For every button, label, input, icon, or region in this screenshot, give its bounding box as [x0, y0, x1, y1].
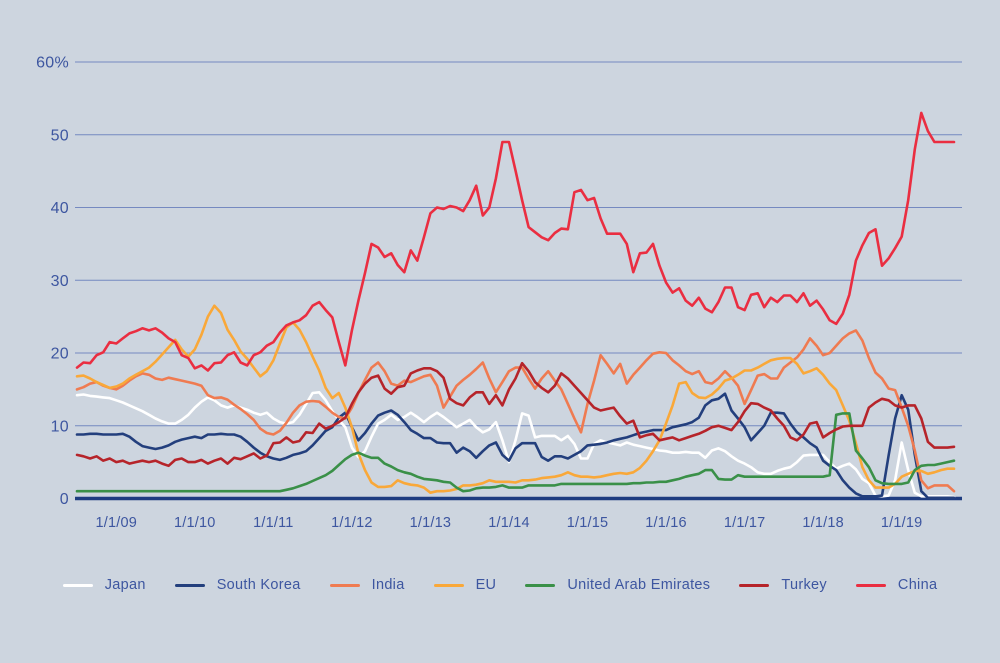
- x-tick-label: 1/1/15: [567, 515, 609, 531]
- legend-item-south-korea[interactable]: South Korea: [174, 577, 301, 593]
- y-tick-label: 40: [51, 200, 69, 217]
- legend-swatch-japan: [62, 583, 93, 587]
- x-tick-label: 1/1/10: [174, 515, 216, 531]
- legend-swatch-eu: [433, 583, 464, 587]
- x-tick-label: 1/1/11: [253, 515, 293, 531]
- x-tick-label: 1/1/13: [410, 515, 452, 531]
- y-tick-label: 10: [51, 418, 69, 435]
- legend-swatch-united-arab-emirates: [525, 583, 556, 587]
- y-tick-label: 60%: [36, 55, 69, 72]
- legend-label: United Arab Emirates: [567, 577, 711, 593]
- legend-item-eu[interactable]: EU: [433, 577, 497, 593]
- legend-item-india[interactable]: India: [329, 577, 405, 593]
- series-line-eu: [75, 304, 956, 495]
- chart-legend: Japan South Korea India EU United Arab Emira…: [0, 577, 1000, 593]
- x-tick-label: 1/1/16: [645, 515, 687, 531]
- legend-label: South Korea: [216, 577, 301, 593]
- y-tick-label: 0: [60, 491, 69, 508]
- y-tick-label: 30: [51, 273, 69, 290]
- series-line-china: [75, 111, 956, 372]
- legend-item-china[interactable]: China: [855, 577, 938, 593]
- legend-item-united-arab-emirates[interactable]: United Arab Emirates: [525, 577, 710, 593]
- x-tick-label: 1/1/19: [881, 515, 923, 531]
- legend-item-turkey[interactable]: Turkey: [739, 577, 827, 593]
- x-tick-label: 1/1/12: [331, 515, 373, 531]
- legend-swatch-turkey: [739, 583, 770, 587]
- legend-swatch-china: [855, 583, 886, 587]
- series-line-south-korea: [75, 392, 956, 500]
- x-tick-label: 1/1/18: [802, 515, 844, 531]
- legend-label: EU: [475, 577, 497, 593]
- series-line-india: [75, 329, 956, 493]
- x-tick-label: 1/1/17: [724, 515, 766, 531]
- y-tick-label: 50: [51, 127, 69, 144]
- series-line-japan: [75, 390, 956, 499]
- legend-label: China: [897, 577, 938, 593]
- legend-swatch-india: [329, 583, 360, 587]
- series-line-turkey: [75, 361, 956, 468]
- legend-item-japan[interactable]: Japan: [62, 577, 146, 593]
- legend-label: Japan: [104, 577, 146, 593]
- legend-swatch-south-korea: [174, 583, 205, 587]
- x-tick-label: 1/1/14: [488, 515, 530, 531]
- y-tick-label: 20: [51, 346, 69, 363]
- legend-label: Turkey: [781, 577, 827, 593]
- legend-label: India: [371, 577, 405, 593]
- x-tick-label: 1/1/09: [96, 515, 138, 531]
- series-line-united-arab-emirates: [75, 412, 956, 493]
